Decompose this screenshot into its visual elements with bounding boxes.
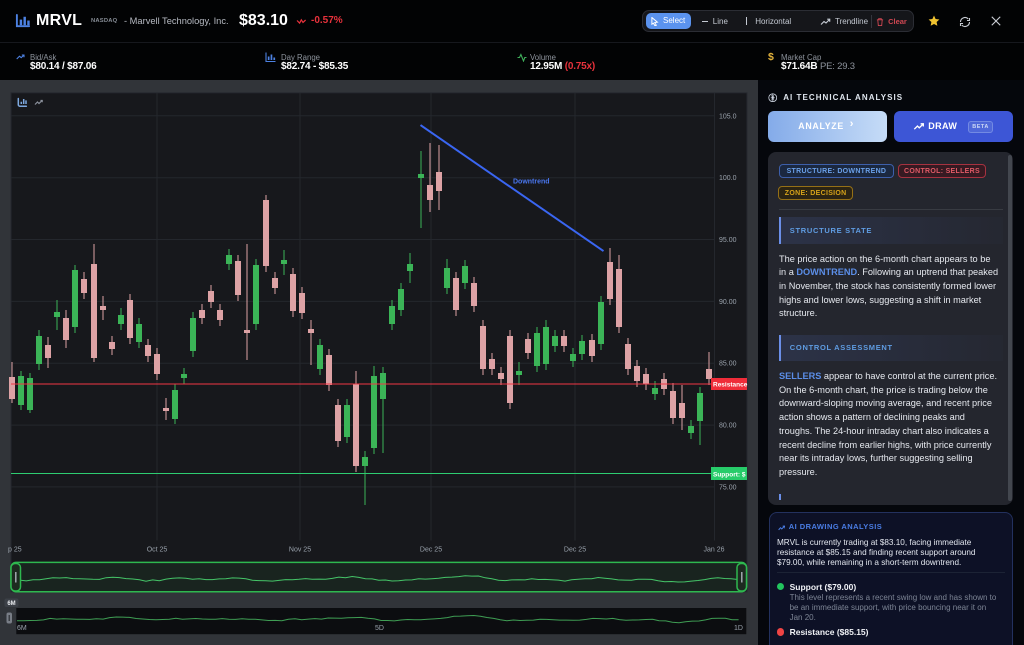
svg-text:Dec 25: Dec 25 — [564, 547, 586, 554]
svg-text:Resistance: Resistance — [713, 382, 748, 389]
svg-text:Dec 25: Dec 25 — [420, 547, 442, 554]
svg-text:75.00: 75.00 — [719, 484, 737, 491]
svg-text:Support: $: Support: $ — [713, 472, 746, 479]
svg-text:105.0: 105.0 — [719, 113, 737, 120]
svg-text:100.0: 100.0 — [719, 175, 737, 182]
svg-text:95.00: 95.00 — [719, 237, 737, 244]
svg-text:Nov 25: Nov 25 — [289, 547, 311, 554]
svg-text:p 25: p 25 — [8, 547, 22, 554]
svg-text:1D: 1D — [734, 625, 743, 632]
svg-text:Oct 25: Oct 25 — [147, 547, 168, 554]
svg-text:90.00: 90.00 — [719, 299, 737, 306]
svg-text:80.00: 80.00 — [719, 423, 737, 430]
svg-text:Jan 26: Jan 26 — [703, 547, 724, 554]
svg-text:85.00: 85.00 — [719, 361, 737, 368]
svg-text:5D: 5D — [375, 625, 384, 632]
svg-text:Downtrend: Downtrend — [513, 179, 550, 186]
svg-text:6M: 6M — [17, 625, 27, 632]
svg-text:6M: 6M — [7, 601, 15, 607]
